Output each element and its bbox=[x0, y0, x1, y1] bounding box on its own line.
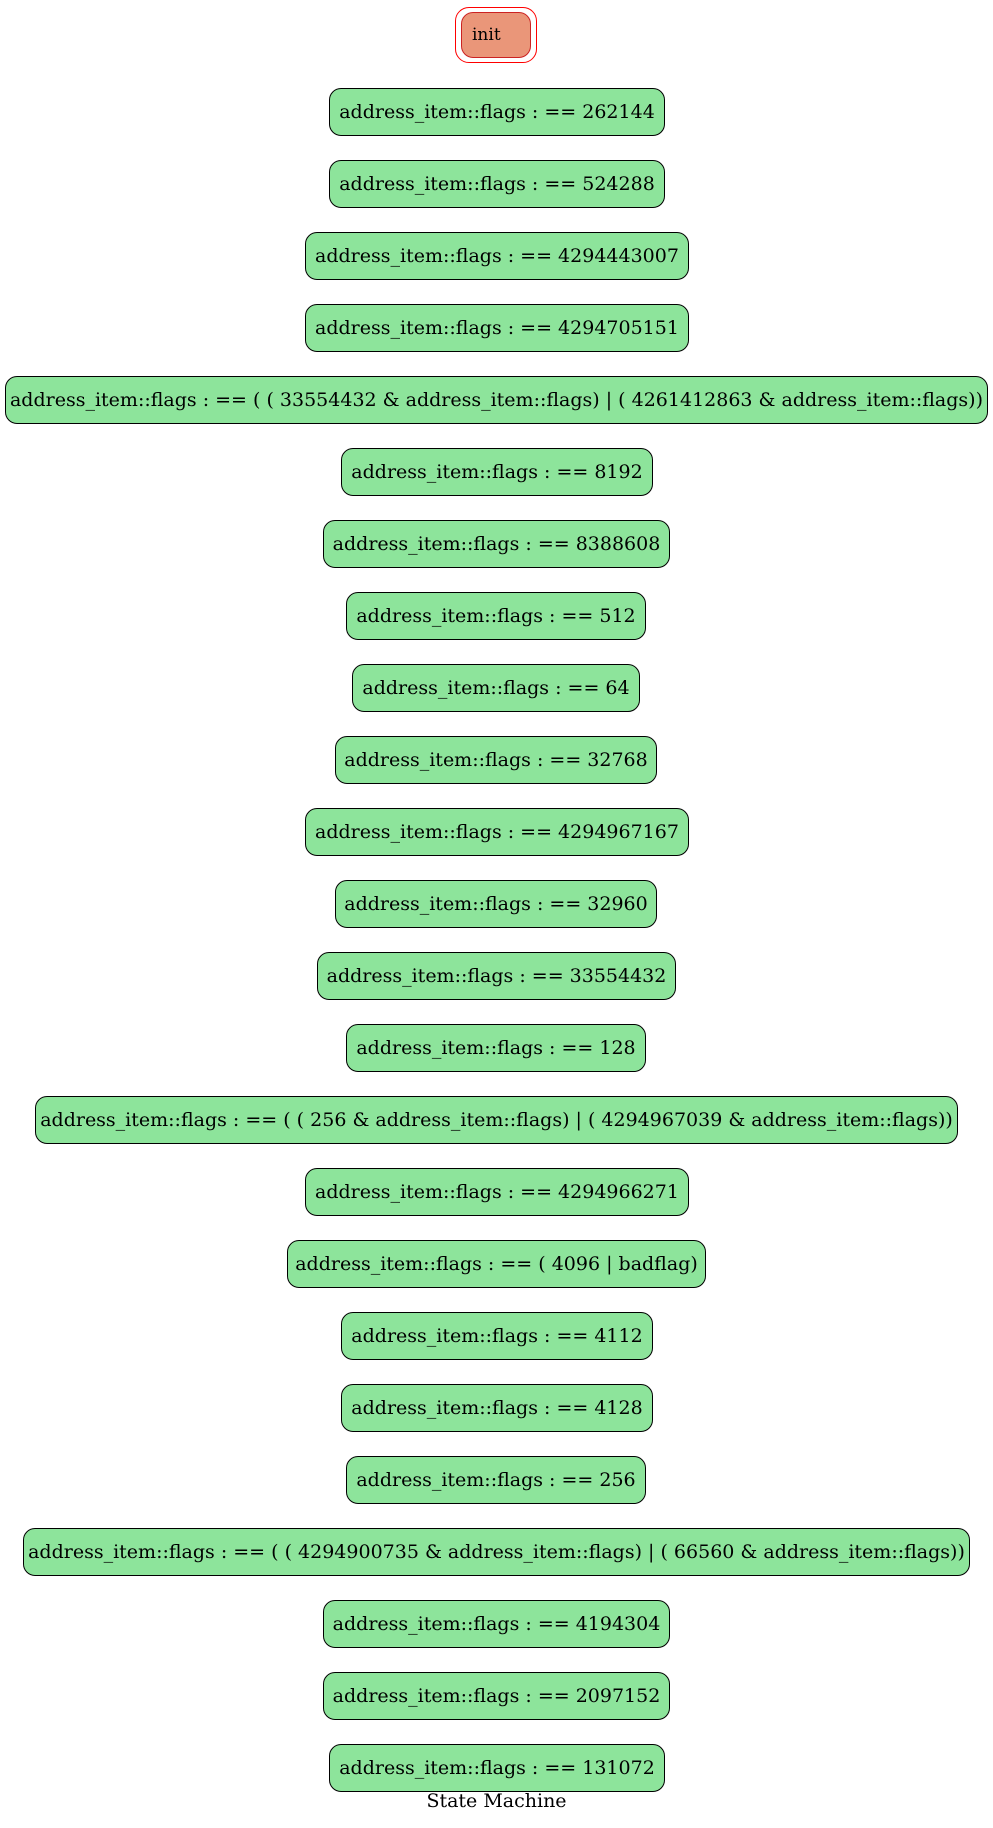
state-node: address_item::flags : == 4294443007 bbox=[305, 232, 689, 280]
state-node: address_item::flags : == 4294967167 bbox=[305, 808, 689, 856]
state-label: address_item::flags : == ( ( 4294900735 … bbox=[28, 1541, 965, 1563]
state-node: address_item::flags : == 131072 bbox=[329, 1744, 665, 1792]
diagram-caption: State Machine bbox=[426, 1790, 567, 1812]
state-label: address_item::flags : == 33554432 bbox=[326, 965, 667, 987]
state-label: address_item::flags : == 4294966271 bbox=[315, 1181, 679, 1203]
state-label: address_item::flags : == 2097152 bbox=[332, 1685, 661, 1707]
init-state-node: init bbox=[461, 12, 531, 58]
state-label: address_item::flags : == 8192 bbox=[351, 461, 643, 483]
state-node: address_item::flags : == 32768 bbox=[335, 736, 657, 784]
state-label: address_item::flags : == ( ( 33554432 & … bbox=[9, 389, 984, 411]
state-node: address_item::flags : == 8192 bbox=[341, 448, 653, 496]
state-label: address_item::flags : == 4294967167 bbox=[315, 821, 679, 843]
state-label: address_item::flags : == ( 4096 | badfla… bbox=[295, 1253, 698, 1275]
state-label: address_item::flags : == 262144 bbox=[339, 101, 655, 123]
state-node: address_item::flags : == ( ( 256 & addre… bbox=[35, 1096, 958, 1144]
state-label: address_item::flags : == 256 bbox=[356, 1469, 636, 1491]
state-node: address_item::flags : == 4194304 bbox=[323, 1600, 670, 1648]
state-label: address_item::flags : == 524288 bbox=[339, 173, 655, 195]
state-label: address_item::flags : == 32960 bbox=[344, 893, 648, 915]
state-label: address_item::flags : == 32768 bbox=[344, 749, 648, 771]
state-node: address_item::flags : == 4112 bbox=[341, 1312, 653, 1360]
state-node: address_item::flags : == 4294966271 bbox=[305, 1168, 689, 1216]
state-label: address_item::flags : == 4194304 bbox=[332, 1613, 661, 1635]
state-node: address_item::flags : == 256 bbox=[346, 1456, 646, 1504]
state-node: address_item::flags : == 8388608 bbox=[323, 520, 670, 568]
state-node: address_item::flags : == 33554432 bbox=[317, 952, 676, 1000]
state-label: address_item::flags : == 4128 bbox=[351, 1397, 643, 1419]
state-node: address_item::flags : == ( 4096 | badfla… bbox=[287, 1240, 706, 1288]
state-node: address_item::flags : == 64 bbox=[352, 664, 640, 712]
state-node: address_item::flags : == 512 bbox=[346, 592, 646, 640]
init-state-outer-border bbox=[455, 7, 537, 63]
state-node: address_item::flags : == ( ( 4294900735 … bbox=[23, 1528, 970, 1576]
state-node: address_item::flags : == 524288 bbox=[329, 160, 665, 208]
state-label: address_item::flags : == 8388608 bbox=[332, 533, 661, 555]
state-label: address_item::flags : == 128 bbox=[356, 1037, 636, 1059]
state-label: address_item::flags : == 4294443007 bbox=[315, 245, 679, 267]
state-node: address_item::flags : == 128 bbox=[346, 1024, 646, 1072]
state-label: address_item::flags : == 131072 bbox=[339, 1757, 655, 1779]
init-state-label: init bbox=[472, 25, 501, 45]
state-node: address_item::flags : == 32960 bbox=[335, 880, 657, 928]
state-label: address_item::flags : == 64 bbox=[362, 677, 630, 699]
state-label: address_item::flags : == 4112 bbox=[351, 1325, 643, 1347]
state-node: address_item::flags : == ( ( 33554432 & … bbox=[5, 376, 988, 424]
state-node: address_item::flags : == 4128 bbox=[341, 1384, 653, 1432]
state-node: address_item::flags : == 2097152 bbox=[323, 1672, 670, 1720]
state-node: address_item::flags : == 4294705151 bbox=[305, 304, 689, 352]
state-label: address_item::flags : == ( ( 256 & addre… bbox=[40, 1109, 953, 1131]
state-node: address_item::flags : == 262144 bbox=[329, 88, 665, 136]
state-label: address_item::flags : == 512 bbox=[356, 605, 636, 627]
state-label: address_item::flags : == 4294705151 bbox=[315, 317, 679, 339]
